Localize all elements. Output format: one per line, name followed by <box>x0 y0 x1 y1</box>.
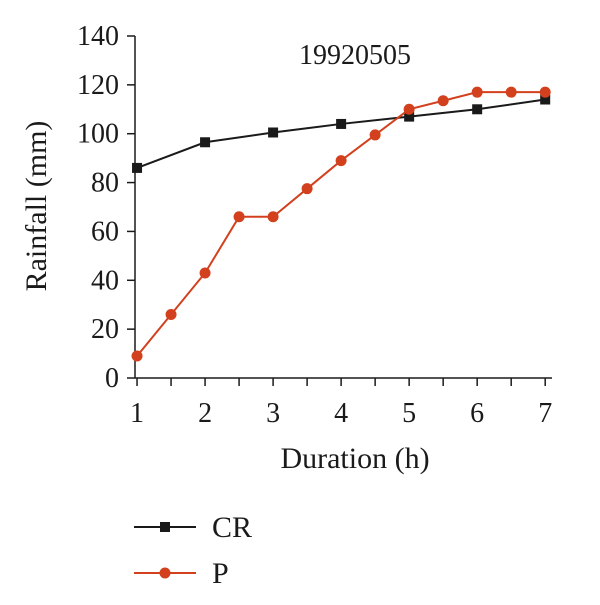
series-p <box>131 86 551 362</box>
legend: CR P <box>134 511 252 590</box>
legend-marker <box>160 522 170 532</box>
y-tick-label: 20 <box>91 314 119 345</box>
series-layer <box>131 86 551 362</box>
data-point-cr <box>200 137 211 148</box>
x-tick-label: 2 <box>198 398 212 429</box>
data-point-p <box>301 183 313 195</box>
y-ticks: 0 20 40 60 80 100 120 140 <box>77 21 135 394</box>
y-tick-label: 80 <box>91 168 119 199</box>
data-point-p <box>369 129 381 141</box>
y-tick-label: 0 <box>105 363 119 394</box>
x-tick-label: 4 <box>334 398 348 429</box>
data-point-cr <box>132 162 143 173</box>
data-point-cr <box>336 118 347 129</box>
data-point-p <box>131 350 143 362</box>
data-point-cr <box>540 94 551 105</box>
legend-label: CR <box>212 511 252 544</box>
y-tick-label: 40 <box>91 265 119 296</box>
data-point-p <box>505 86 517 98</box>
y-tick-label: 60 <box>91 216 119 247</box>
data-point-p <box>403 103 415 115</box>
x-ticks: 1 2 3 4 5 6 7 <box>130 378 552 429</box>
legend-label: P <box>212 557 229 590</box>
series-cr <box>132 94 551 173</box>
y-axis-title: Rainfall (mm) <box>20 121 53 292</box>
series-line-p <box>136 91 546 357</box>
x-tick-label: 1 <box>130 398 144 429</box>
y-tick-label: 120 <box>77 70 119 101</box>
chart-title: 19920505 <box>299 40 411 71</box>
legend-marker <box>159 567 171 579</box>
data-point-p <box>267 211 279 223</box>
x-tick-label: 5 <box>402 398 416 429</box>
legend-item-p: P <box>134 557 229 590</box>
y-tick-label: 140 <box>77 21 119 52</box>
data-point-cr <box>472 104 483 115</box>
data-point-p <box>335 155 347 167</box>
x-tick-label: 7 <box>538 398 552 429</box>
data-point-p <box>233 211 245 223</box>
axes <box>134 36 552 379</box>
data-point-cr <box>404 111 415 122</box>
x-axis-title: Duration (h) <box>280 442 429 475</box>
data-point-p <box>165 308 177 320</box>
x-tick-label: 6 <box>470 398 484 429</box>
data-point-p <box>199 267 211 279</box>
legend-item-cr: CR <box>134 511 252 544</box>
data-point-p <box>471 86 483 98</box>
y-tick-label: 100 <box>77 119 119 150</box>
data-point-p <box>437 95 449 107</box>
data-point-p <box>539 86 551 98</box>
x-tick-label: 3 <box>266 398 280 429</box>
data-point-cr <box>268 127 279 138</box>
